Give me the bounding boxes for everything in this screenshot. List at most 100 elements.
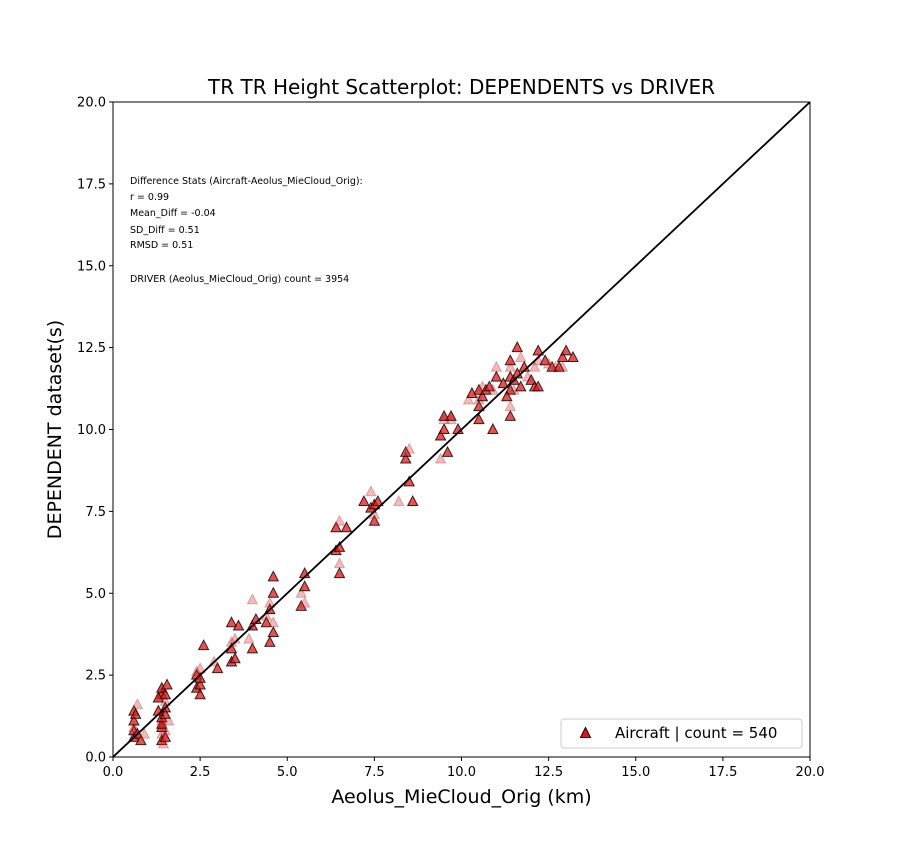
x-tick-label: 15.0 <box>621 765 650 780</box>
x-tick-label: 0.0 <box>103 765 124 780</box>
data-point <box>490 360 503 372</box>
legend-box <box>560 718 803 749</box>
data-point <box>476 390 489 402</box>
stats-annotation: SD_Diff = 0.51 <box>130 225 200 236</box>
data-point <box>497 377 510 389</box>
data-point <box>298 596 311 608</box>
data-point <box>330 521 342 533</box>
data-point <box>514 380 527 392</box>
y-axis-ticks: 0.0 2.5 5.0 7.5 10.0 12.5 15.0 17.5 20.0 <box>77 96 113 766</box>
x-axis-label: Aeolus_MieCloud_Orig (km) <box>331 786 591 808</box>
data-point <box>267 586 280 598</box>
x-tick-label: 5.0 <box>277 765 298 780</box>
data-point <box>445 409 457 421</box>
data-point <box>487 383 499 395</box>
y-tick-label: 7.5 <box>85 505 106 520</box>
x-tick-label: 7.5 <box>364 765 385 780</box>
stats-annotation: Difference Stats (Aircraft-Aeolus_MieClo… <box>130 176 363 187</box>
data-point <box>157 737 170 749</box>
data-point <box>399 452 412 464</box>
data-point <box>267 570 280 582</box>
data-point <box>333 557 346 569</box>
data-point <box>333 514 346 526</box>
data-point <box>194 662 206 674</box>
data-point <box>532 344 544 356</box>
x-tick-label: 10.0 <box>447 765 476 780</box>
y-tick-label: 17.5 <box>77 177 106 192</box>
legend-label: Aircraft | count = 540 <box>615 724 777 742</box>
points-layer <box>128 341 579 749</box>
data-point <box>462 393 475 405</box>
data-point <box>246 593 259 605</box>
data-point <box>155 717 168 729</box>
y-tick-label: 0.0 <box>85 751 106 766</box>
data-point <box>504 409 517 421</box>
x-tick-label: 17.5 <box>708 765 737 780</box>
data-point <box>556 350 569 362</box>
data-point <box>525 373 538 385</box>
data-point <box>392 494 405 507</box>
data-point <box>295 586 308 598</box>
data-point <box>298 580 311 592</box>
data-point <box>511 341 524 353</box>
data-point <box>131 698 144 710</box>
data-point <box>263 635 276 647</box>
data-point <box>263 596 276 608</box>
data-point <box>368 514 381 526</box>
data-point <box>159 688 172 700</box>
data-point <box>553 360 565 372</box>
stats-annotation: RMSD = 0.51 <box>130 240 193 251</box>
data-point <box>211 662 224 674</box>
data-point <box>197 639 210 651</box>
data-point <box>162 714 175 726</box>
data-point <box>473 400 485 412</box>
stats-annotations: Difference Stats (Aircraft-Aeolus_MieClo… <box>130 176 363 285</box>
data-point <box>514 350 527 362</box>
data-point <box>556 360 569 372</box>
data-point <box>504 354 517 366</box>
data-point <box>500 390 513 402</box>
stats-annotation: Mean_Diff = -0.04 <box>130 208 216 219</box>
data-point <box>504 360 517 372</box>
data-point <box>260 616 273 628</box>
data-point <box>194 688 206 700</box>
data-point <box>229 652 241 664</box>
data-point <box>542 357 555 369</box>
data-point <box>246 642 259 654</box>
data-point <box>441 445 454 457</box>
data-point <box>129 707 142 719</box>
data-point <box>135 734 147 746</box>
data-point <box>403 442 416 454</box>
data-point <box>161 678 173 690</box>
data-point <box>483 380 496 392</box>
data-point <box>546 360 558 372</box>
data-point <box>473 383 485 395</box>
data-point <box>466 386 478 398</box>
data-point <box>190 665 203 677</box>
x-tick-label: 20.0 <box>796 765 825 780</box>
data-point <box>567 350 579 362</box>
x-axis-ticks: 0.0 2.5 5.0 7.5 10.0 12.5 15.0 17.5 20.0 <box>103 757 825 780</box>
data-point <box>490 370 503 382</box>
data-point <box>333 567 346 579</box>
data-point <box>532 380 544 392</box>
data-point <box>406 494 419 507</box>
data-point <box>358 494 370 507</box>
data-point <box>225 616 238 628</box>
y-tick-label: 12.5 <box>77 341 106 356</box>
stats-annotation: r = 0.99 <box>130 192 169 203</box>
x-tick-label: 2.5 <box>190 765 211 780</box>
data-point <box>159 724 172 736</box>
y-tick-label: 15.0 <box>77 259 106 274</box>
data-point <box>539 354 551 366</box>
data-point <box>128 720 140 733</box>
data-point <box>128 714 140 726</box>
chart-title: TR TR Height Scatterplot: DEPENDENTS vs … <box>207 75 715 99</box>
y-tick-label: 10.0 <box>77 423 106 438</box>
data-point <box>243 632 255 644</box>
y-tick-label: 2.5 <box>85 669 106 684</box>
data-point <box>438 422 450 434</box>
data-point <box>365 485 377 497</box>
y-axis-label: DEPENDENT dataset(s) <box>44 320 66 539</box>
y-tick-label: 20.0 <box>77 96 106 111</box>
